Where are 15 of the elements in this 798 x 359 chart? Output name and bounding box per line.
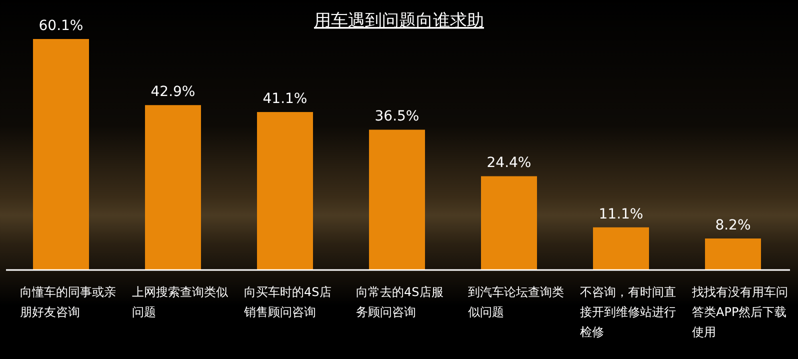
- x-tick-label: 不咨询，有时间直接开到维修站进行检修: [580, 284, 676, 341]
- x-tick-label: 找找有没有用车问答类APP然后下载使用: [692, 284, 788, 341]
- x-tick-label: 向懂车的同事或亲朋好友咨询: [20, 284, 116, 321]
- data-label: 36.5%: [374, 108, 420, 125]
- x-tick-label: 上网搜索查询类似问题: [132, 284, 228, 321]
- data-label: 11.1%: [598, 206, 644, 222]
- chart-title: 用车遇到问题向谁求助: [314, 11, 484, 31]
- data-label: 24.4%: [486, 155, 532, 172]
- x-tick-label: 到汽车论坛查询类似问题: [468, 284, 564, 321]
- x-tick-label: 向买车时的4S店销售顾问咨询: [244, 284, 332, 321]
- data-label: 60.1%: [38, 18, 84, 34]
- data-label: 41.1%: [262, 91, 308, 108]
- data-label: 8.2%: [715, 217, 751, 234]
- x-tick-label: 向常去的4S店服务顾问咨询: [356, 284, 444, 321]
- data-label: 42.9%: [150, 84, 196, 100]
